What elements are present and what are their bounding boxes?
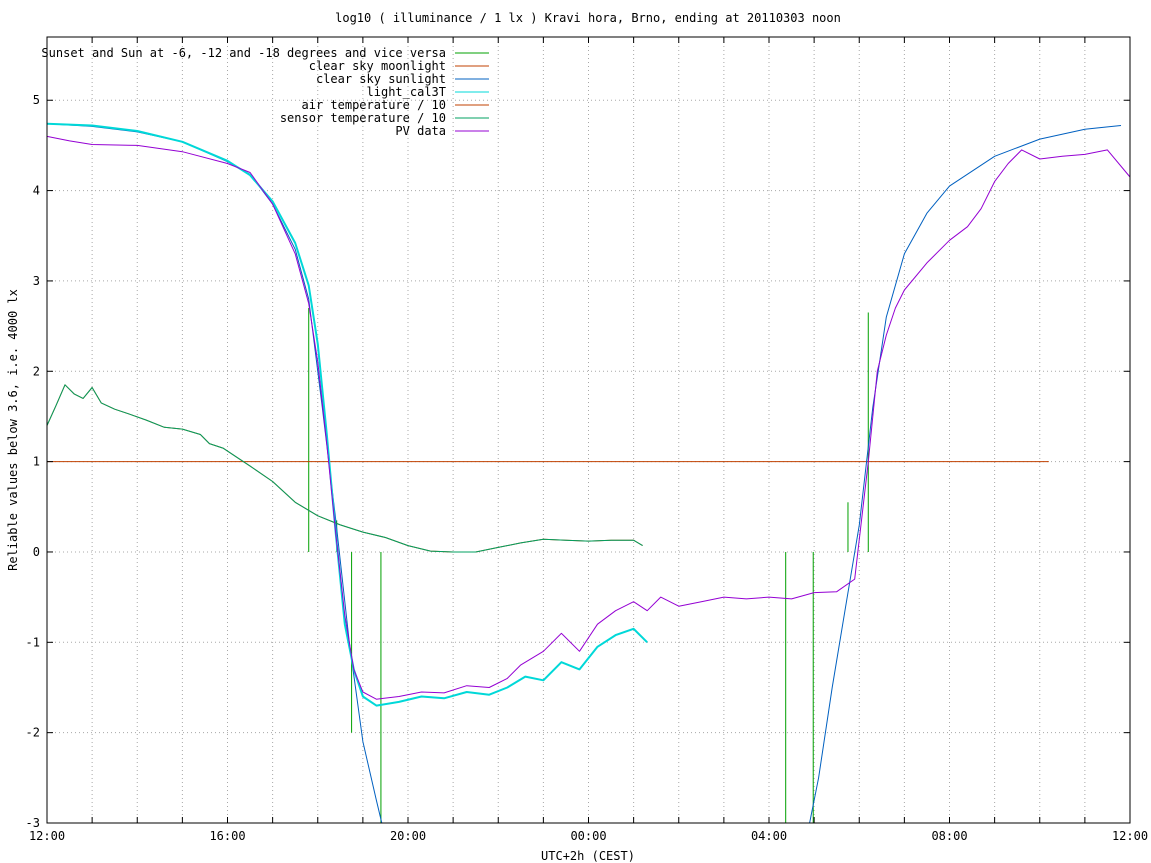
grid [47,37,1130,823]
x-tick-label: 12:00 [1112,829,1148,843]
series-line-4 [46,122,648,707]
legend-label: sensor temperature / 10 [280,111,446,125]
x-tick-label: 00:00 [570,829,606,843]
legend: Sunset and Sun at -6, -12 and -18 degree… [41,46,489,138]
x-tick-label: 08:00 [931,829,967,843]
y-tick-label: 0 [33,545,40,559]
y-tick-label: 3 [33,274,40,288]
y-tick-label: 1 [33,455,40,469]
y-tick-label: 4 [33,184,40,198]
axis-ticks: 12:00 16:00 20:00 00:00 04:00 08:00 12:00-3-2-… [26,37,1148,843]
series-line-6 [46,384,643,553]
legend-label: PV data [395,124,446,138]
y-tick-label: 5 [33,93,40,107]
legend-label: clear sky sunlight [316,72,446,86]
series-line-3 [809,125,1122,824]
y-axis-label: Reliable values below 3.6, i.e. 4000 lx [6,289,20,571]
y-tick-label: 2 [33,364,40,378]
y-tick-label: -3 [26,816,40,830]
legend-label: air temperature / 10 [302,98,447,112]
x-axis-label: UTC+2h (CEST) [541,849,635,863]
chart-title: log10 ( illuminance / 1 lx ) Kravi hora,… [335,11,841,25]
series-layer [46,122,1131,824]
legend-label: light_cal3T [367,85,446,99]
y-tick-label: -1 [26,635,40,649]
legend-label: Sunset and Sun at -6, -12 and -18 degree… [41,46,446,60]
legend-label: clear sky moonlight [309,59,446,73]
x-tick-label: 20:00 [390,829,426,843]
x-tick-label: 16:00 [209,829,245,843]
series-line-7 [46,135,1131,700]
x-tick-label: 12:00 [29,829,65,843]
y-tick-label: -2 [26,726,40,740]
x-tick-label: 04:00 [751,829,787,843]
